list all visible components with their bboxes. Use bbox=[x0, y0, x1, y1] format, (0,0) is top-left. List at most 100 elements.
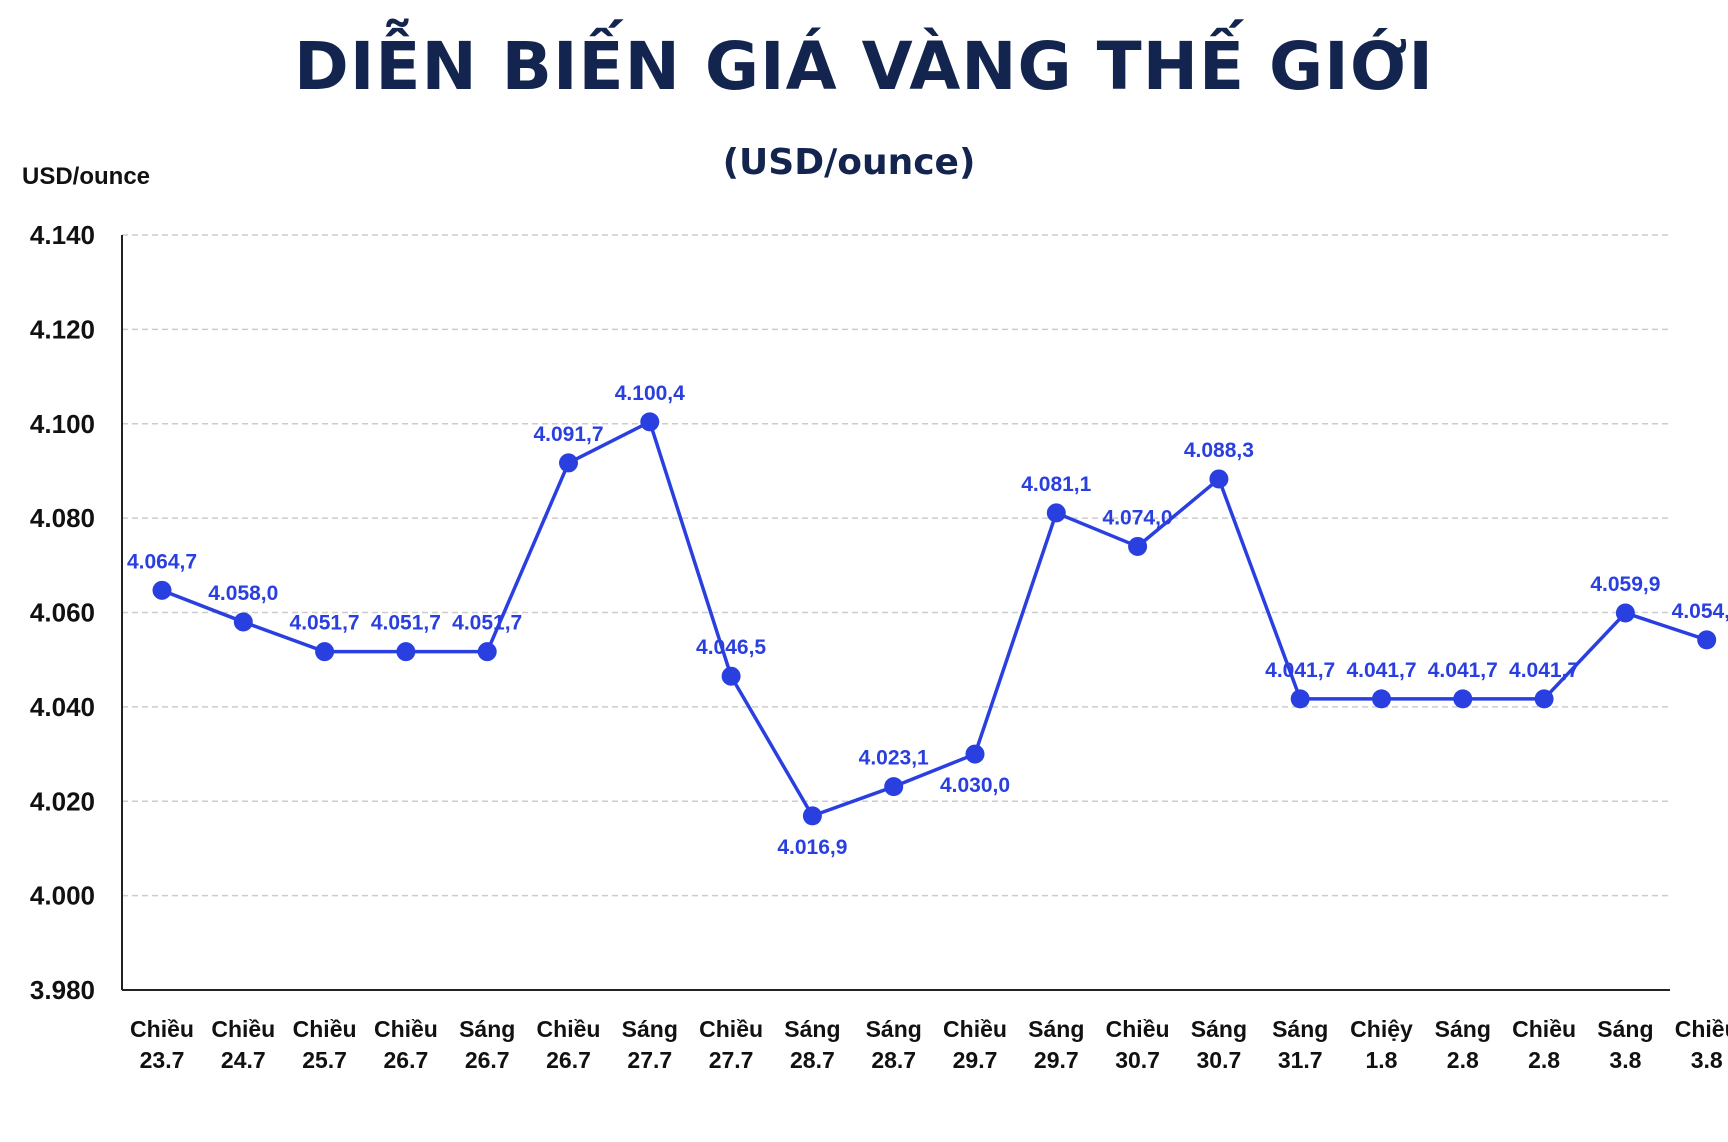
x-tick-label: 24.7 bbox=[221, 1047, 266, 1073]
data-label: 4.100,4 bbox=[615, 382, 685, 405]
x-tick-label: 27.7 bbox=[709, 1047, 754, 1073]
x-tick-label: 1.8 bbox=[1366, 1047, 1398, 1073]
x-tick-label: 25.7 bbox=[302, 1047, 347, 1073]
data-point bbox=[477, 642, 497, 662]
x-tick-label: Sáng bbox=[622, 1016, 678, 1042]
y-tick-label: 4.100 bbox=[30, 409, 95, 439]
x-tick-label: 26.7 bbox=[384, 1047, 429, 1073]
data-point bbox=[1534, 689, 1554, 709]
x-tick-label: 30.7 bbox=[1115, 1047, 1160, 1073]
data-point bbox=[1046, 503, 1066, 523]
data-point bbox=[559, 453, 578, 473]
data-label: 4.051,7 bbox=[371, 612, 441, 635]
data-label: 4.059,9 bbox=[1590, 573, 1660, 596]
data-point bbox=[1453, 689, 1473, 709]
x-tick-label: Chiều bbox=[1106, 1016, 1170, 1042]
x-tick-label: Chiều bbox=[943, 1016, 1007, 1042]
chart-title: DIỄN BIẾN GIÁ VÀNG THẾ GIỚI bbox=[294, 28, 1434, 105]
x-tick-label: 23.7 bbox=[140, 1047, 185, 1073]
x-tick-label: 30.7 bbox=[1197, 1047, 1242, 1073]
data-label: 4.051,7 bbox=[452, 612, 522, 635]
data-point bbox=[721, 666, 741, 686]
x-tick-label: 26.7 bbox=[465, 1047, 510, 1073]
data-point bbox=[233, 612, 253, 632]
data-point bbox=[884, 777, 904, 797]
y-tick-label: 4.060 bbox=[30, 598, 95, 628]
y-tick-label: 3.980 bbox=[30, 975, 95, 1005]
data-label: 4.046,5 bbox=[696, 636, 766, 659]
data-point bbox=[152, 580, 172, 600]
x-tick-label: 26.7 bbox=[546, 1047, 591, 1073]
x-tick-label: 27.7 bbox=[627, 1047, 672, 1073]
data-point bbox=[1697, 630, 1717, 650]
x-tick-label: Sáng bbox=[866, 1016, 922, 1042]
data-point bbox=[965, 744, 985, 764]
data-label: 4.081,1 bbox=[1021, 473, 1091, 496]
data-label: 4.051,7 bbox=[290, 612, 360, 635]
x-tick-label: Sáng bbox=[1272, 1016, 1328, 1042]
x-tick-label: Sáng bbox=[1191, 1016, 1247, 1042]
y-tick-label: 4.040 bbox=[30, 692, 95, 722]
x-tick-label: Chiều bbox=[130, 1016, 194, 1042]
x-tick-label: Sáng bbox=[784, 1016, 840, 1042]
data-label: 4.041,7 bbox=[1509, 659, 1579, 682]
x-tick-label: Sáng bbox=[1435, 1016, 1491, 1042]
x-tick-label: Chiều bbox=[374, 1016, 438, 1042]
y-tick-label: 4.080 bbox=[30, 503, 95, 533]
data-label: 4.074,0 bbox=[1103, 506, 1173, 529]
x-axis-ticks: Chiều 23.7 Chiều 24.7 Chiều 25.7 Chiều 26.7 Sáng… bbox=[130, 1016, 1728, 1073]
x-tick-label: Chiều bbox=[211, 1016, 275, 1042]
data-label: 4.054,2 bbox=[1672, 600, 1728, 623]
chart-subtitle: (USD/ounce) bbox=[722, 142, 976, 183]
x-tick-label: 3.8 bbox=[1609, 1047, 1641, 1073]
data-point bbox=[1615, 603, 1635, 623]
data-label: 4.058,0 bbox=[208, 582, 278, 605]
y-tick-label: 4.120 bbox=[30, 314, 95, 344]
x-tick-label: Chiều bbox=[1512, 1016, 1576, 1042]
data-labels: 4.064,7 4.058,0 4.051,7 4.051,7 4.051,7 4.091… bbox=[127, 382, 1728, 859]
y-tick-label: 4.020 bbox=[30, 786, 95, 816]
data-label: 4.030,0 bbox=[940, 774, 1010, 797]
x-tick-label: Chiều bbox=[293, 1016, 357, 1042]
x-tick-label: Chiều bbox=[1675, 1016, 1728, 1042]
series-line bbox=[161, 420, 1708, 818]
x-tick-label: Chiều bbox=[699, 1016, 763, 1042]
data-point bbox=[1372, 689, 1391, 709]
x-tick-label: Sáng bbox=[1028, 1016, 1084, 1042]
data-label: 4.064,7 bbox=[127, 550, 197, 573]
y-axis-unit-label: USD/ounce bbox=[22, 163, 150, 190]
x-tick-label: 2.8 bbox=[1528, 1047, 1560, 1073]
y-tick-label: 4.140 bbox=[30, 220, 95, 250]
data-label: 4.016,9 bbox=[777, 836, 847, 859]
axes bbox=[121, 235, 1670, 991]
data-point bbox=[396, 642, 416, 662]
x-tick-label: Chiều bbox=[537, 1016, 601, 1042]
data-point bbox=[802, 806, 822, 826]
data-point bbox=[315, 642, 335, 662]
x-tick-label: 29.7 bbox=[1034, 1047, 1079, 1073]
price-series bbox=[152, 412, 1717, 826]
x-tick-label: Chiệy bbox=[1350, 1016, 1413, 1042]
gridlines bbox=[122, 234, 1670, 897]
data-label: 4.091,7 bbox=[533, 423, 603, 446]
x-tick-label: 28.7 bbox=[790, 1047, 835, 1073]
x-tick-label: Sáng bbox=[459, 1016, 515, 1042]
y-tick-label: 4.000 bbox=[30, 881, 95, 911]
data-label: 4.041,7 bbox=[1265, 659, 1335, 682]
x-tick-label: 29.7 bbox=[953, 1047, 998, 1073]
data-point bbox=[1128, 536, 1148, 556]
data-label: 4.041,7 bbox=[1346, 659, 1416, 682]
data-point bbox=[1209, 469, 1229, 489]
x-tick-label: 2.8 bbox=[1447, 1047, 1479, 1073]
data-label: 4.088,3 bbox=[1184, 439, 1254, 462]
data-label: 4.023,1 bbox=[859, 747, 929, 770]
x-tick-label: Sáng bbox=[1597, 1016, 1653, 1042]
data-point bbox=[640, 412, 660, 432]
y-axis-ticks: 4.140 4.120 4.100 4.080 4.060 4.040 4.020 4.000… bbox=[30, 220, 95, 1005]
x-tick-label: 3.8 bbox=[1691, 1047, 1723, 1073]
x-tick-label: 28.7 bbox=[871, 1047, 916, 1073]
data-label: 4.041,7 bbox=[1428, 659, 1498, 682]
x-tick-label: 31.7 bbox=[1278, 1047, 1323, 1073]
data-point bbox=[1290, 689, 1310, 709]
